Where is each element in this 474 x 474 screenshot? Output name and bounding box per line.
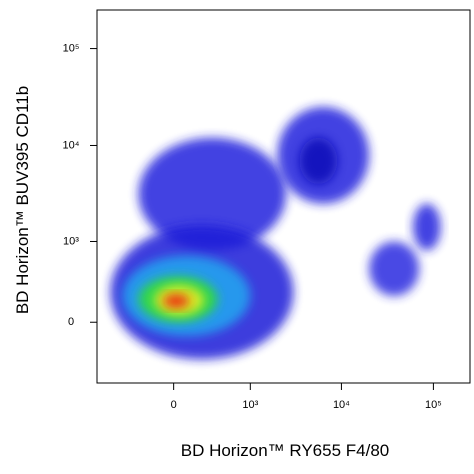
y-tick-label: 10⁵ <box>63 42 80 54</box>
x-axis-title: BD Horizon™ RY655 F4/80 <box>181 441 390 460</box>
x-tick-label: 10³ <box>242 399 258 411</box>
x-tick-label: 0 <box>171 399 177 411</box>
density-region <box>412 203 441 251</box>
y-tick-label: 0 <box>68 316 74 328</box>
density-region <box>138 137 287 251</box>
x-tick-label: 10⁴ <box>333 399 350 411</box>
y-axis-title: BD Horizon™ BUV395 CD11b <box>13 86 32 314</box>
y-tick-label: 10³ <box>63 235 79 247</box>
plot-area <box>110 106 441 360</box>
plot-frame <box>96 9 471 384</box>
y-tick-label: 10⁴ <box>63 139 80 151</box>
density-region <box>299 137 338 184</box>
density-region <box>163 293 190 309</box>
density-region <box>369 241 420 296</box>
x-tick-label: 10⁵ <box>425 399 442 411</box>
